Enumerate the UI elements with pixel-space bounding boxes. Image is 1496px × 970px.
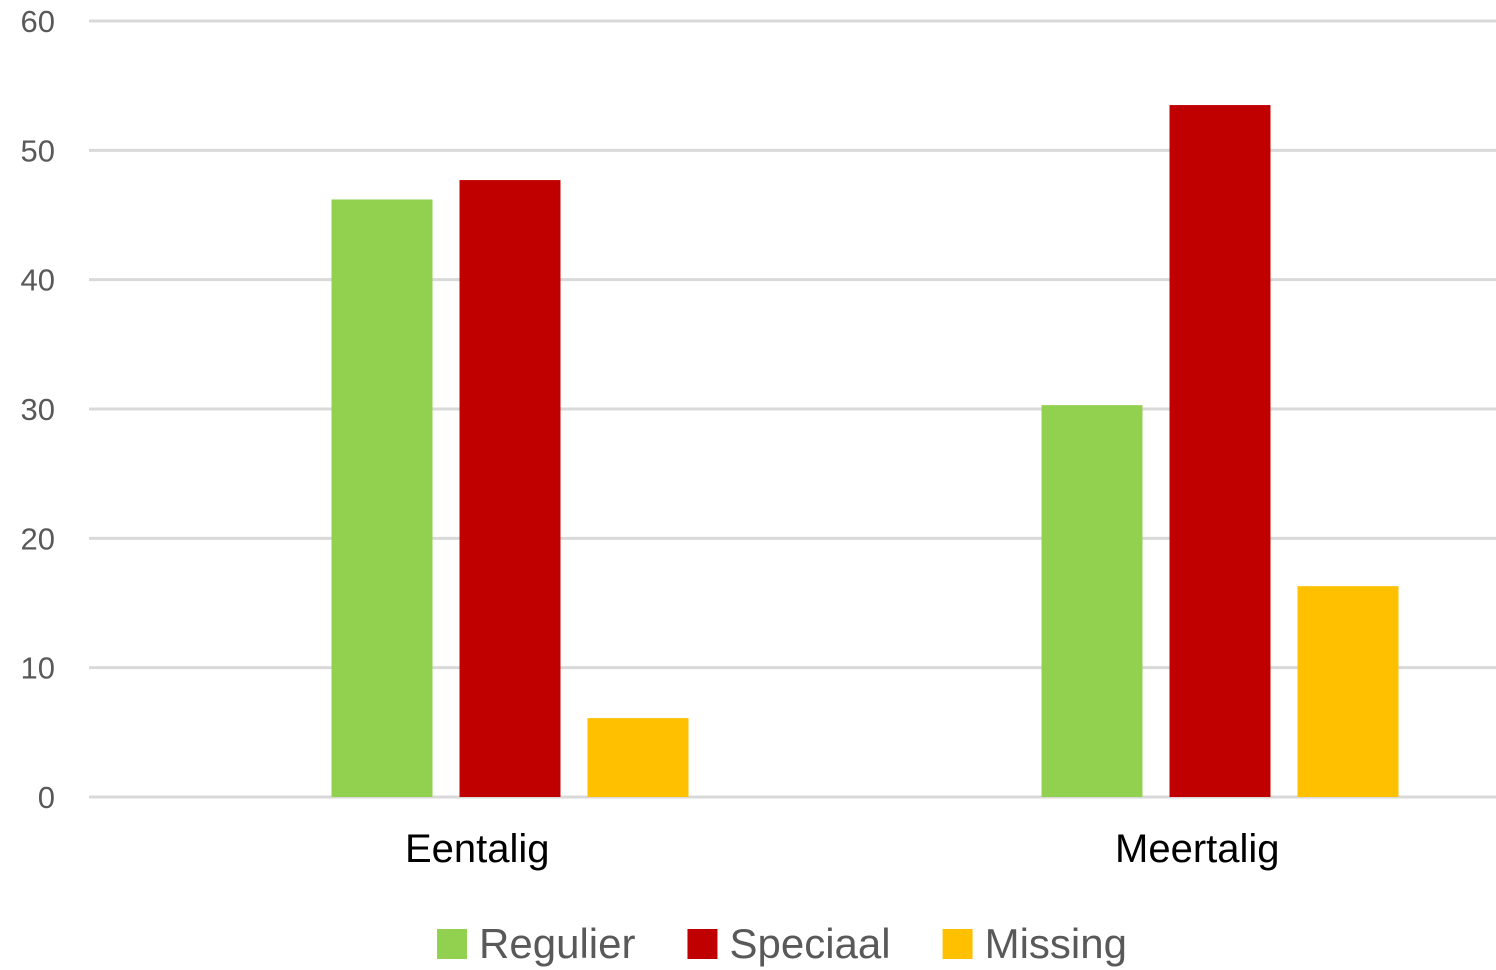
legend-label: Missing (985, 920, 1127, 967)
legend-swatch (687, 929, 717, 959)
x-category-label: Eentalig (405, 827, 550, 871)
gridlines (89, 21, 1496, 797)
bar-missing-eentalig (588, 718, 689, 797)
y-tick-label: 50 (21, 133, 55, 168)
bar-missing-meertalig (1298, 586, 1399, 797)
y-tick-label: 60 (21, 4, 55, 39)
legend-swatch (943, 929, 973, 959)
legend-item-speciaal: Speciaal (687, 920, 890, 967)
y-axis-ticks: 0 10 20 30 40 50 60 (21, 4, 55, 815)
bar-speciaal-meertalig (1170, 105, 1271, 797)
y-tick-label: 0 (38, 780, 55, 815)
legend-label: Regulier (479, 920, 635, 967)
legend-item-regulier: Regulier (437, 920, 635, 967)
legend: Regulier Speciaal Missing (437, 920, 1127, 967)
y-tick-label: 30 (21, 392, 55, 427)
y-tick-label: 20 (21, 521, 55, 556)
bar-speciaal-eentalig (460, 180, 561, 797)
bar-regulier-eentalig (332, 199, 433, 797)
bars (332, 105, 1399, 797)
y-tick-label: 10 (21, 651, 55, 686)
x-axis-categories: Eentalig Meertalig (405, 827, 1280, 871)
x-category-label: Meertalig (1115, 827, 1280, 871)
legend-swatch (437, 929, 467, 959)
y-tick-label: 40 (21, 263, 55, 298)
legend-label: Speciaal (729, 920, 890, 967)
bar-regulier-meertalig (1042, 405, 1143, 797)
legend-item-missing: Missing (943, 920, 1127, 967)
